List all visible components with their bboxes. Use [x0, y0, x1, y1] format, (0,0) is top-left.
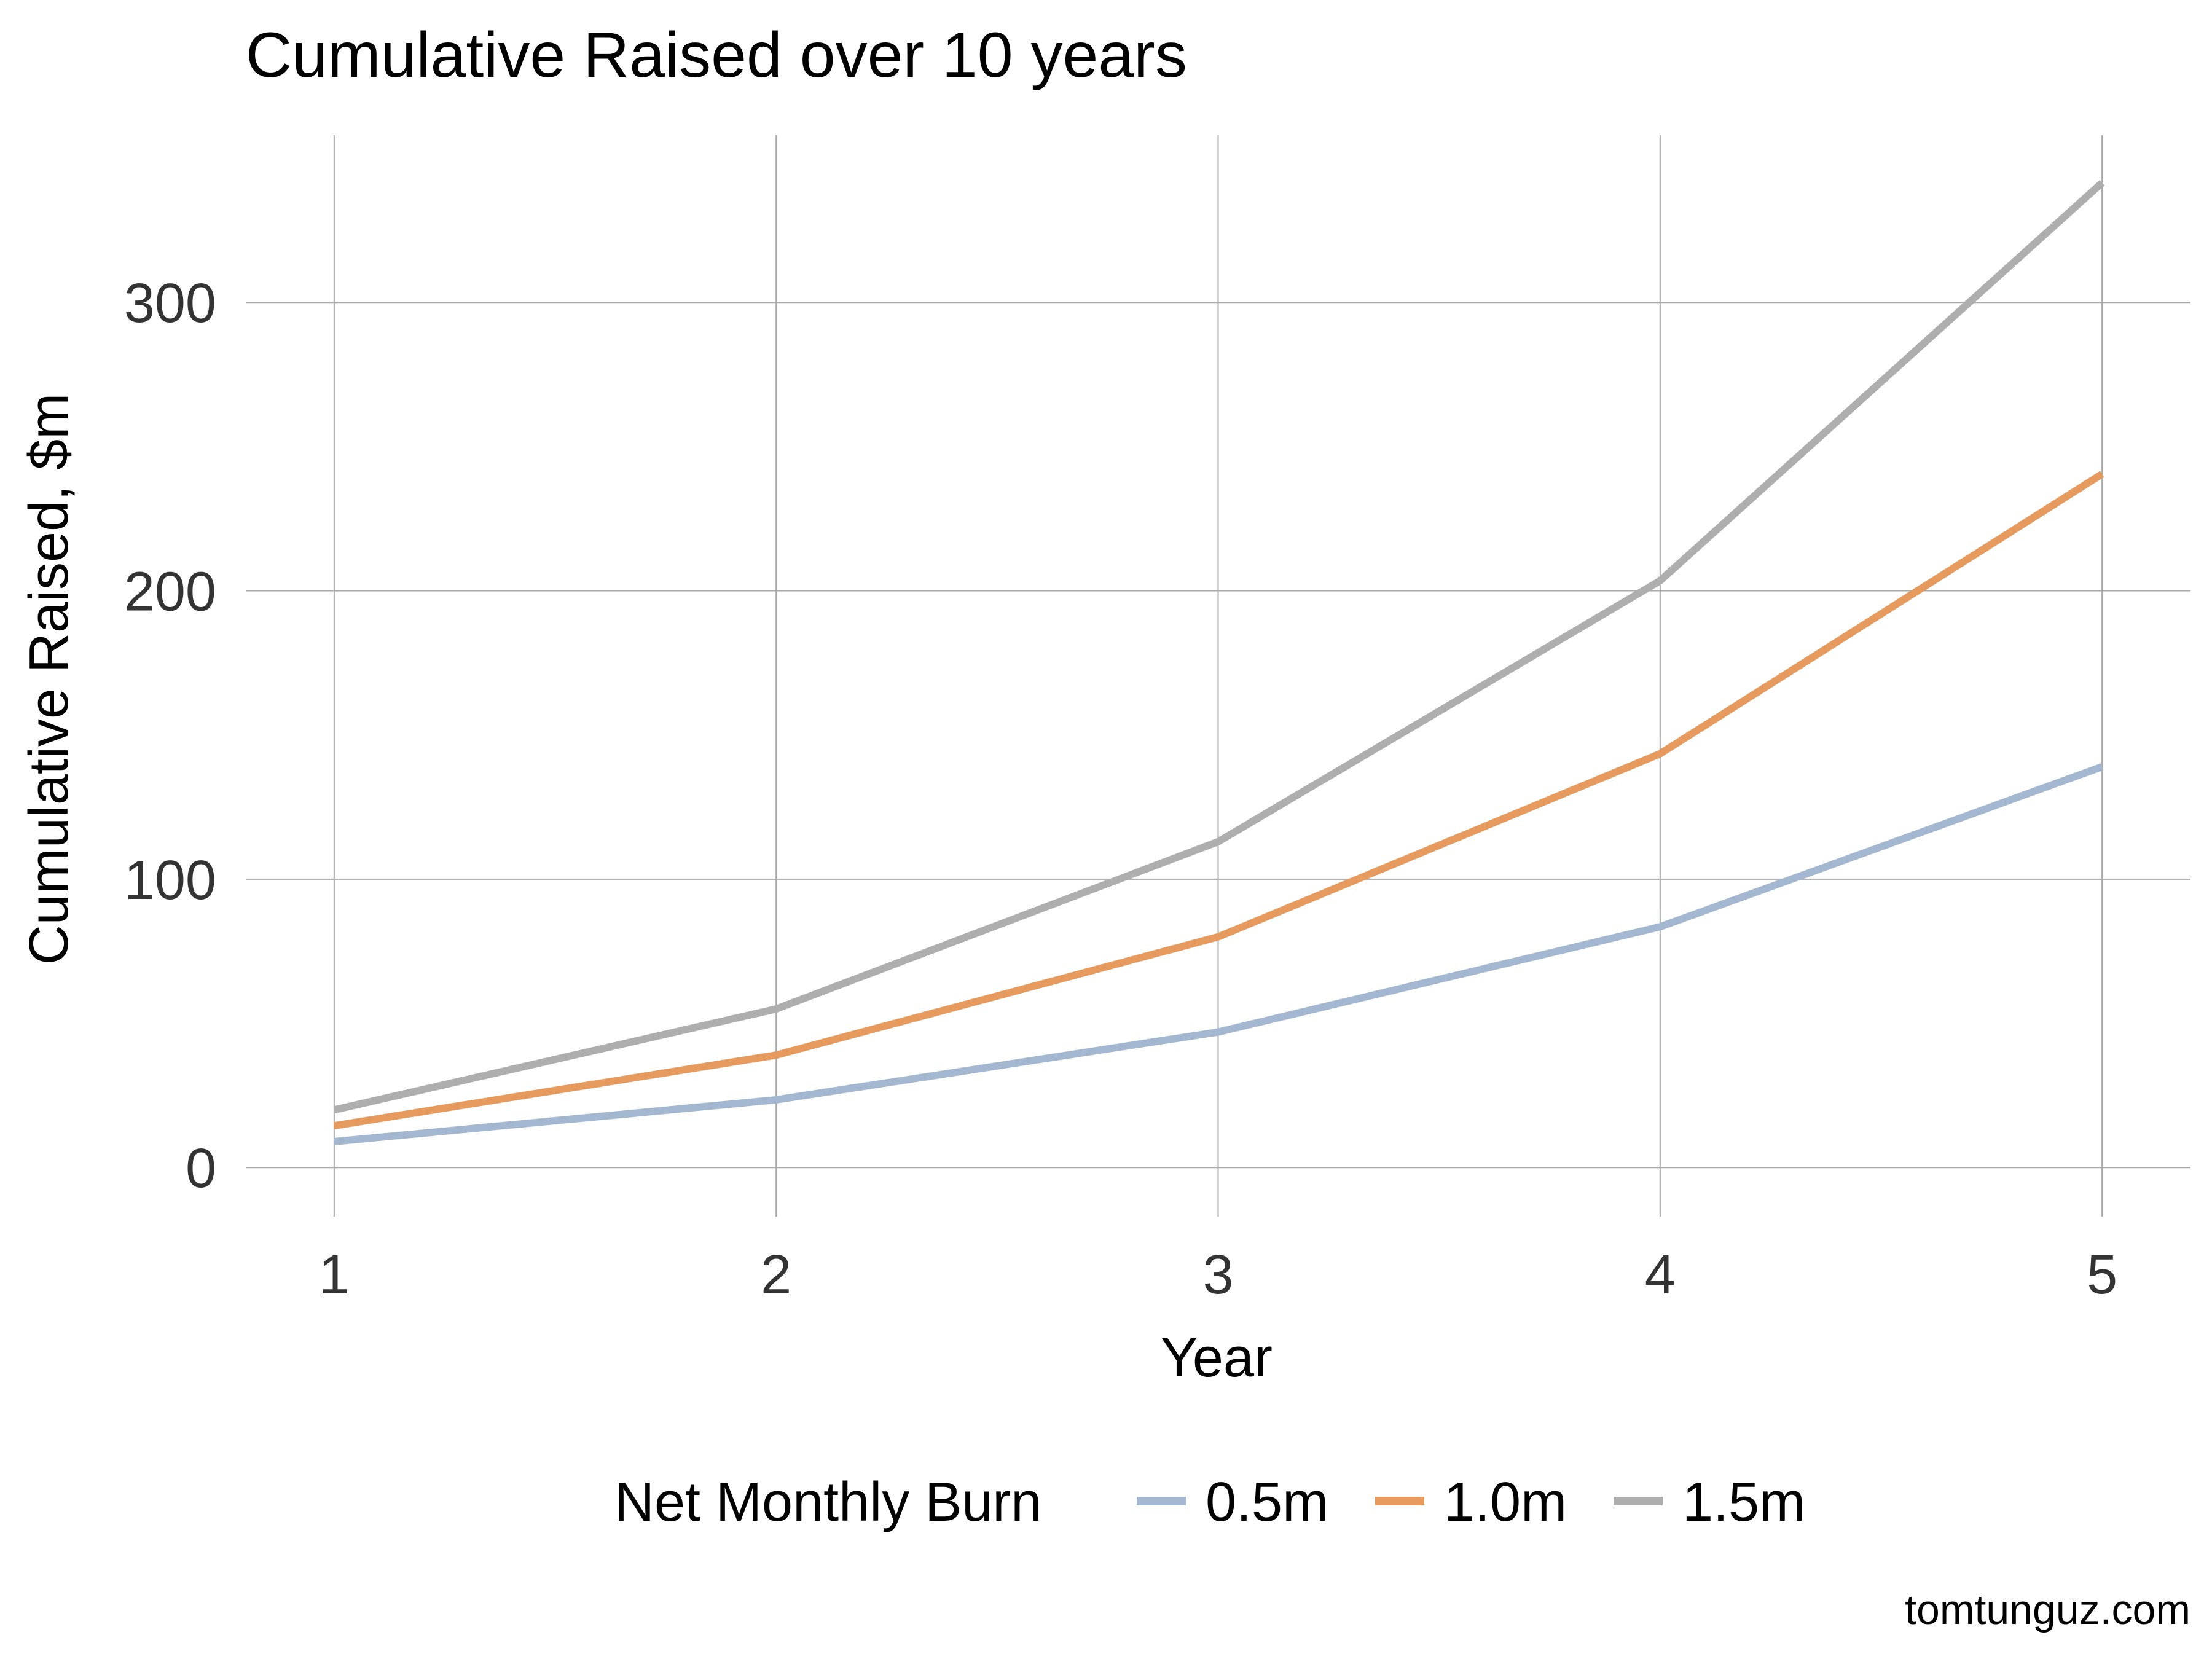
- x-tick-label: 3: [1202, 1244, 1233, 1306]
- series-line-1.5m: [333, 179, 2105, 1114]
- horizontal-gridlines: [246, 302, 2190, 1169]
- y-tick-label: 0: [186, 1138, 216, 1199]
- y-axis-tick-labels: 0 100 200 300: [124, 273, 216, 1199]
- y-tick-label: 200: [124, 562, 216, 623]
- x-axis-label: Year: [1161, 1327, 1273, 1389]
- legend-label: 1.5m: [1682, 1472, 1805, 1533]
- legend-title: Net Monthly Burn: [614, 1472, 1041, 1533]
- y-tick-label: 100: [124, 850, 216, 911]
- x-axis-tick-labels: 1 2 3 4 5: [319, 1244, 2117, 1306]
- x-tick-label: 4: [1645, 1244, 1676, 1306]
- x-tick-label: 2: [761, 1244, 791, 1306]
- x-tick-label: 1: [319, 1244, 350, 1306]
- series-line-0.5m: [334, 763, 2104, 1145]
- y-tick-label: 300: [124, 273, 216, 334]
- x-tick-label: 5: [2087, 1244, 2117, 1306]
- legend-label: 1.0m: [1444, 1472, 1567, 1533]
- credit-text: tomtunguz.com: [1905, 1586, 2190, 1633]
- legend: Net Monthly Burn 0.5m 1.0m 1.5m: [614, 1472, 1805, 1533]
- series-line-1.0m: [333, 471, 2104, 1130]
- legend-label: 0.5m: [1206, 1472, 1328, 1533]
- legend-items: 0.5m 1.0m 1.5m: [1137, 1472, 1805, 1533]
- vertical-gridlines: [333, 135, 2103, 1217]
- y-axis-label: Cumulative Raised, $m: [18, 393, 80, 965]
- chart-title: Cumulative Raised over 10 years: [246, 20, 1187, 91]
- series-lines: [333, 179, 2105, 1145]
